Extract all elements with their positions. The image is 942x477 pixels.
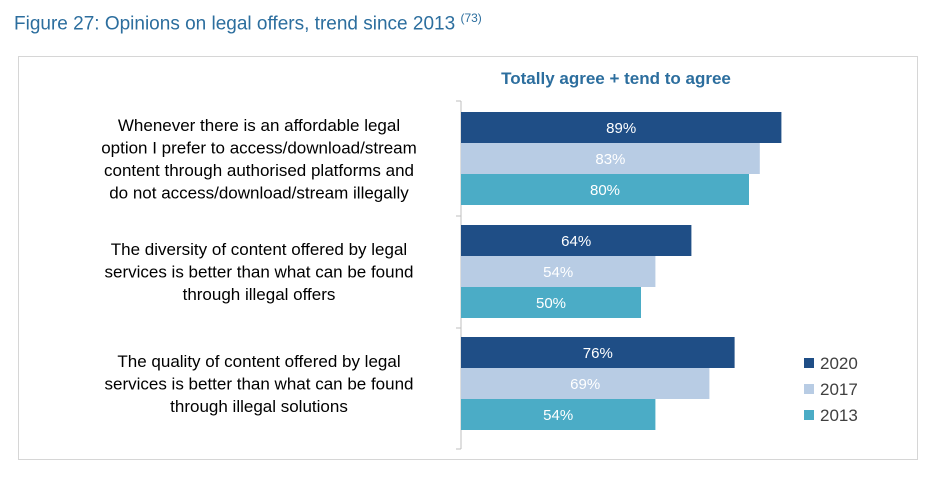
bar-label-2013-3: 54% (543, 407, 573, 424)
bar-2013-1 (461, 174, 749, 205)
bar-2013-3 (461, 399, 656, 430)
figure-caption: Figure 27: Opinions on legal offers, tre… (14, 11, 482, 35)
chart-frame: Totally agree + tend to agree Whenever th… (18, 56, 918, 460)
legend-label-2017: 2017 (820, 380, 858, 399)
caption-footnote: (73) (460, 11, 482, 25)
category-label-2: The diversity of content offered by lega… (104, 240, 413, 304)
bar-label-2020-1: 89% (606, 120, 636, 137)
bar-label-2013-1: 80% (590, 182, 620, 199)
bar-label-2017-1: 83% (595, 151, 625, 168)
caption-text: Figure 27: Opinions on legal offers, tre… (14, 13, 456, 35)
bar-label-2020-3: 76% (583, 345, 613, 362)
legend-label-2020: 2020 (820, 354, 858, 373)
bar-label-2013-2: 50% (536, 295, 566, 312)
bar-2020-1 (461, 112, 782, 143)
legend-swatch-2017 (804, 384, 814, 394)
category-label-3: The quality of content offered by legal s… (104, 352, 413, 416)
legend-label-2013: 2013 (820, 406, 858, 425)
chart-subtitle: Totally agree + tend to agree (501, 69, 731, 88)
legend-swatch-2020 (804, 358, 814, 368)
bar-2017-2 (461, 256, 656, 287)
category-label-1: Whenever there is an affordable legal opt… (101, 116, 417, 203)
legend-swatch-2013 (804, 410, 814, 420)
bar-chart: Totally agree + tend to agree Whenever th… (101, 69, 858, 450)
bar-2017-1 (461, 143, 760, 174)
bar-label-2017-3: 69% (570, 376, 600, 393)
bar-2020-3 (461, 337, 735, 368)
bar-2017-3 (461, 368, 710, 399)
bar-label-2020-2: 64% (561, 233, 591, 250)
bar-2020-2 (461, 225, 692, 256)
bar-2013-2 (461, 287, 641, 318)
bar-label-2017-2: 54% (543, 264, 573, 281)
